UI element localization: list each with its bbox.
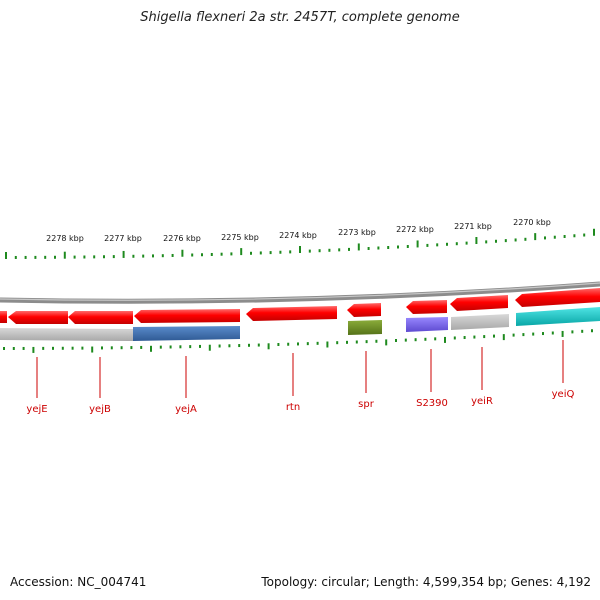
gene-arrow	[450, 295, 508, 311]
gene-arrow	[347, 303, 381, 317]
accession-text: Accession: NC_004741	[10, 575, 147, 589]
genome-backbone	[0, 281, 600, 304]
feature-block-purple	[406, 317, 448, 332]
feature-block-gray	[451, 314, 509, 330]
gene-label: yejA	[175, 404, 197, 415]
kbp-label: 2278 kbp	[46, 234, 84, 243]
gene-arrow	[8, 311, 68, 324]
gene-arrow	[68, 311, 133, 324]
feature-block-olive	[348, 320, 382, 335]
inner-tick-row	[3, 329, 593, 353]
gene-label: yeiQ	[552, 389, 575, 400]
feature-block-blue	[133, 326, 240, 341]
map-title: Shigella flexneri 2a str. 2457T, complet…	[140, 10, 460, 25]
outer-tick-row	[5, 228, 595, 259]
feature-block-cyan	[516, 307, 600, 326]
kbp-label: 2277 kbp	[104, 234, 142, 243]
feature-track	[0, 307, 600, 341]
kbp-label: 2273 kbp	[338, 228, 376, 237]
gene-label: yejE	[26, 404, 47, 415]
gene-arrow	[515, 288, 600, 307]
kbp-label: 2272 kbp	[396, 225, 434, 234]
kbp-label: 2274 kbp	[279, 231, 317, 240]
kbp-label: 2271 kbp	[454, 222, 492, 231]
gene-label: yejB	[89, 404, 111, 415]
gene-arrow	[134, 309, 240, 323]
genome-backbone-highlight	[0, 282, 600, 301]
kbp-label: 2270 kbp	[513, 218, 551, 227]
kbp-label: 2275 kbp	[221, 233, 259, 242]
gene-arrow	[0, 311, 7, 323]
gene-label: S2390	[416, 398, 448, 409]
gene-label: rtn	[286, 402, 300, 413]
kbp-label: 2276 kbp	[163, 234, 201, 243]
gene-label: spr	[358, 399, 375, 410]
gene-arrow	[406, 300, 447, 314]
gene-arrow	[246, 306, 337, 321]
kbp-label-row: 2278 kbp 2277 kbp 2276 kbp 2275 kbp 2274 kbp…	[46, 218, 551, 243]
gene-label: yeiR	[471, 396, 493, 407]
gene-label-leaders: yejE yejB yejA rtn spr S2390 yeiR yeiQ	[26, 340, 574, 415]
genome-summary-text: Topology: circular; Length: 4,599,354 bp…	[261, 575, 591, 589]
feature-block-gray	[0, 328, 133, 341]
gene-arrow-track	[0, 288, 600, 324]
